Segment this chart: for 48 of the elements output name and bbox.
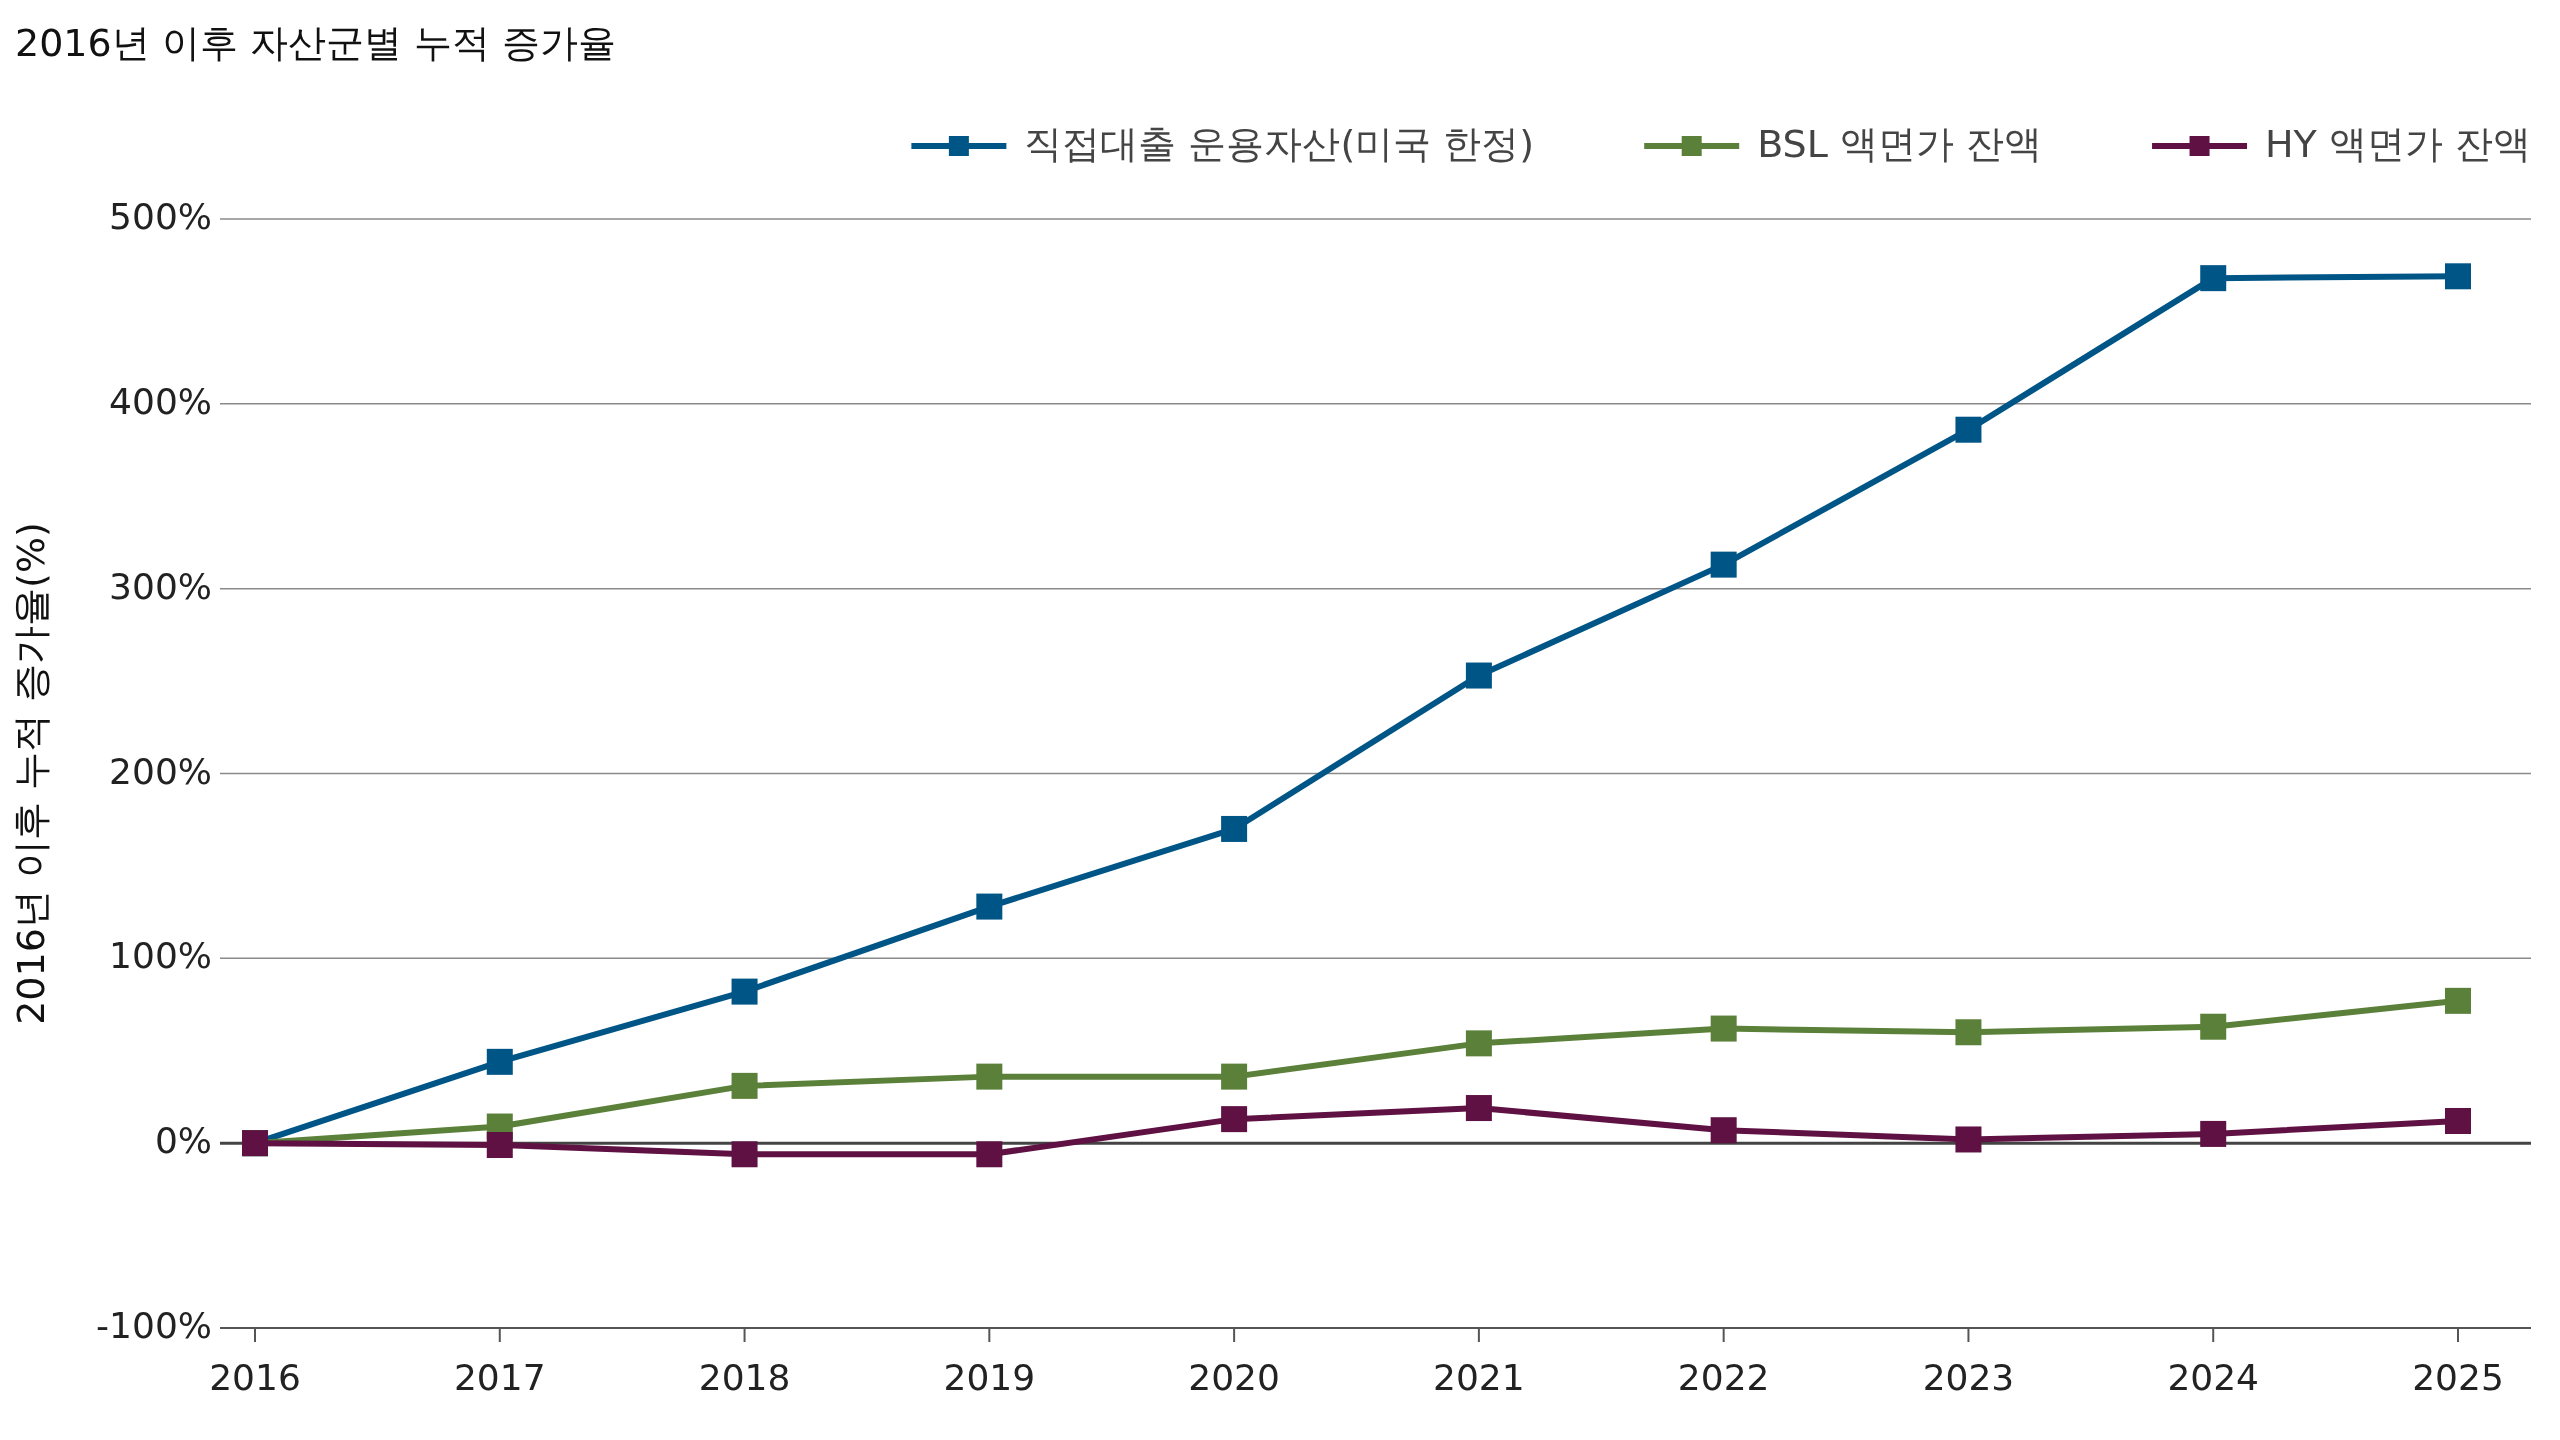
point	[976, 1063, 1003, 1090]
point	[731, 978, 758, 1005]
y-tick-label: 400%	[109, 380, 212, 422]
x-tick-label: 2016	[209, 1357, 301, 1398]
x-tick-label: 2021	[1433, 1357, 1525, 1398]
legend-label: HY 액면가 잔액	[2265, 121, 2531, 166]
x-tick-label: 2025	[2412, 1357, 2504, 1398]
point	[2200, 265, 2227, 292]
point	[2445, 1107, 2471, 1134]
point	[1710, 1015, 1737, 1042]
legend-label: BSL 액면가 잔액	[1757, 121, 2043, 166]
point	[1955, 1019, 1982, 1046]
y-tick-label: 500%	[109, 196, 212, 237]
point	[1221, 1106, 1248, 1133]
x-tick-label: 2018	[698, 1357, 791, 1398]
x-tick-label: 2017	[453, 1357, 546, 1398]
x-tick-label: 2022	[1677, 1357, 1770, 1398]
point	[1221, 1063, 1248, 1090]
point	[1710, 551, 1737, 578]
y-tick-label: -100%	[96, 1305, 212, 1346]
point	[976, 1141, 1003, 1168]
point	[731, 1072, 758, 1099]
point	[2200, 1120, 2227, 1147]
y-tick-label: 0%	[154, 1120, 212, 1162]
point	[2445, 987, 2471, 1014]
chart-title: 2016년 이후 자산군별 누적 증가율	[15, 21, 617, 65]
point	[976, 893, 1003, 920]
x-tick-label: 2024	[2167, 1357, 2260, 1398]
point	[1465, 662, 1492, 689]
point	[1465, 1095, 1492, 1122]
legend-label: 직접대출 운용자산(미국 한정)	[1024, 121, 1535, 166]
x-tick-label: 2019	[943, 1357, 1036, 1398]
point	[2200, 1013, 2227, 1040]
point	[486, 1048, 513, 1075]
point	[1221, 815, 1248, 842]
y-tick-label: 100%	[109, 935, 212, 977]
x-tick-label: 2020	[1188, 1357, 1280, 1398]
point	[1465, 1030, 1492, 1057]
point	[1710, 1117, 1737, 1144]
y-axis-title: 2016년 이후 누적 증가율(%)	[9, 522, 53, 1025]
y-tick-label: 300%	[109, 565, 212, 607]
point	[486, 1132, 513, 1159]
point	[1955, 1126, 1982, 1153]
x-tick-label: 2023	[1922, 1357, 2015, 1398]
point	[2445, 263, 2471, 290]
point	[1955, 416, 1982, 443]
y-tick-label: 200%	[109, 750, 212, 792]
point	[731, 1141, 758, 1168]
